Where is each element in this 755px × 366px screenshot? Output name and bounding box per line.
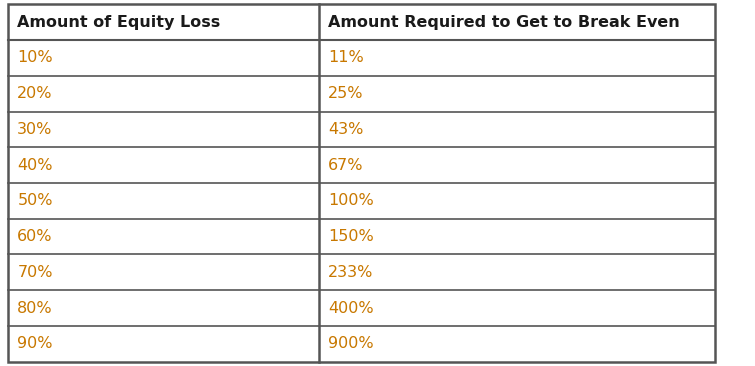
Text: 20%: 20% (17, 86, 53, 101)
Text: 43%: 43% (328, 122, 364, 137)
Text: 233%: 233% (328, 265, 374, 280)
Text: 30%: 30% (17, 122, 53, 137)
Text: 100%: 100% (328, 193, 374, 208)
Text: 60%: 60% (17, 229, 53, 244)
Text: 900%: 900% (328, 336, 374, 351)
Text: 80%: 80% (17, 300, 53, 315)
Text: Amount Required to Get to Break Even: Amount Required to Get to Break Even (328, 15, 680, 30)
Text: 150%: 150% (328, 229, 374, 244)
Text: 400%: 400% (328, 300, 374, 315)
Text: 25%: 25% (328, 86, 364, 101)
Text: 50%: 50% (17, 193, 53, 208)
Text: 70%: 70% (17, 265, 53, 280)
Text: 90%: 90% (17, 336, 53, 351)
Text: Amount of Equity Loss: Amount of Equity Loss (17, 15, 220, 30)
Text: 11%: 11% (328, 51, 364, 66)
Text: 67%: 67% (328, 158, 364, 173)
Text: 40%: 40% (17, 158, 53, 173)
Text: 10%: 10% (17, 51, 53, 66)
